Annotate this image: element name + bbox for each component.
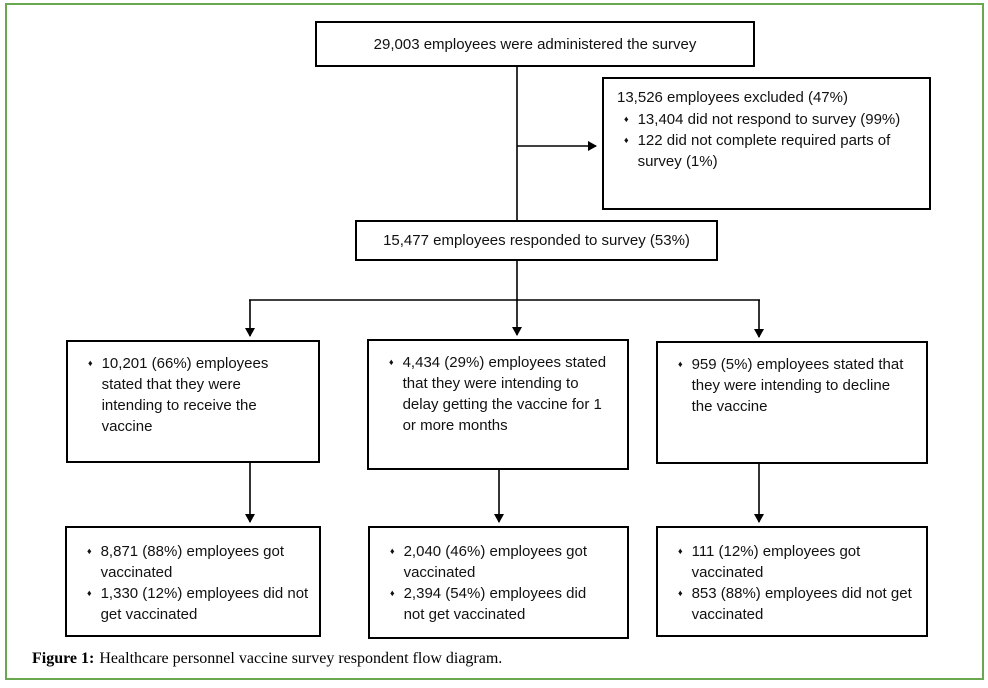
intent-delay-text: 4,434 (29%) employees stated that they w… <box>402 354 607 434</box>
administered-box: 29,003 employees were administered the s… <box>315 21 755 67</box>
outcome-bullet-row: ♦ 111 (12%) employees got vaccinated <box>675 541 912 583</box>
intent-box-decline: ♦ 959 (5%) employees stated that they we… <box>656 341 928 464</box>
responded-box: 15,477 employees responded to survey (53… <box>355 220 718 261</box>
excluded-bullet-row: ♦ 122 did not complete required parts of… <box>621 130 921 172</box>
diamond-bullet-icon: ♦ <box>390 588 395 598</box>
outcome-box-receive: ♦ 8,871 (88%) employees got vaccinated ♦… <box>65 526 321 637</box>
outcome-delay-not-vaccinated: 2,394 (54%) employees did not get vaccin… <box>403 585 587 623</box>
outcome-bullet-row: ♦ 8,871 (88%) employees got vaccinated <box>84 541 309 583</box>
intent-box-delay: ♦ 4,434 (29%) employees stated that they… <box>367 339 629 470</box>
diamond-bullet-icon: ♦ <box>390 546 395 556</box>
intent-bullet-row: ♦ 959 (5%) employees stated that they we… <box>675 354 914 417</box>
excluded-title: 13,526 employees excluded (47%) <box>617 89 848 106</box>
responded-text: 15,477 employees responded to survey (53… <box>383 232 690 249</box>
intent-decline-text: 959 (5%) employees stated that they were… <box>691 356 904 415</box>
diamond-bullet-icon: ♦ <box>678 546 683 556</box>
diamond-bullet-icon: ♦ <box>389 357 394 367</box>
intent-receive-text: 10,201 (66%) employees stated that they … <box>101 355 269 435</box>
outcome-bullet-row: ♦ 2,394 (54%) employees did not get vacc… <box>387 583 603 625</box>
outcome-box-decline: ♦ 111 (12%) employees got vaccinated ♦ 8… <box>656 526 928 637</box>
diamond-bullet-icon: ♦ <box>88 358 93 368</box>
intent-bullet-row: ♦ 10,201 (66%) employees stated that the… <box>85 353 302 437</box>
diamond-bullet-icon: ♦ <box>87 546 92 556</box>
excluded-bullet-text: 122 did not complete required parts of s… <box>637 132 891 170</box>
figure-caption: Figure 1: Healthcare personnel vaccine su… <box>32 649 502 669</box>
excluded-box: 13,526 employees excluded (47%) ♦ 13,404… <box>602 77 931 210</box>
outcome-delay-vaccinated: 2,040 (46%) employees got vaccinated <box>403 543 588 581</box>
outcome-bullet-row: ♦ 2,040 (46%) employees got vaccinated <box>387 541 603 583</box>
outcome-decline-vaccinated: 111 (12%) employees got vaccinated <box>691 543 861 581</box>
figure-green-frame <box>5 3 984 680</box>
intent-box-receive: ♦ 10,201 (66%) employees stated that the… <box>66 340 320 463</box>
outcome-receive-vaccinated: 8,871 (88%) employees got vaccinated <box>100 543 285 581</box>
administered-text: 29,003 employees were administered the s… <box>373 35 697 53</box>
figure-caption-text: Healthcare personnel vaccine survey resp… <box>99 650 503 667</box>
figure-caption-label: Figure 1: <box>32 650 95 667</box>
diamond-bullet-icon: ♦ <box>678 588 683 598</box>
excluded-bullet-row: ♦ 13,404 did not respond to survey (99%) <box>621 109 921 130</box>
diamond-bullet-icon: ♦ <box>678 359 683 369</box>
outcome-box-delay: ♦ 2,040 (46%) employees got vaccinated ♦… <box>368 526 629 639</box>
diamond-bullet-icon: ♦ <box>624 114 629 124</box>
outcome-decline-not-vaccinated: 853 (88%) employees did not get vaccinat… <box>691 585 912 623</box>
outcome-receive-not-vaccinated: 1,330 (12%) employees did not get vaccin… <box>100 585 309 623</box>
diamond-bullet-icon: ♦ <box>624 135 629 145</box>
excluded-bullet-text: 13,404 did not respond to survey (99%) <box>637 111 901 128</box>
diamond-bullet-icon: ♦ <box>87 588 92 598</box>
outcome-bullet-row: ♦ 1,330 (12%) employees did not get vacc… <box>84 583 309 625</box>
intent-bullet-row: ♦ 4,434 (29%) employees stated that they… <box>386 352 613 436</box>
outcome-bullet-row: ♦ 853 (88%) employees did not get vaccin… <box>675 583 912 625</box>
